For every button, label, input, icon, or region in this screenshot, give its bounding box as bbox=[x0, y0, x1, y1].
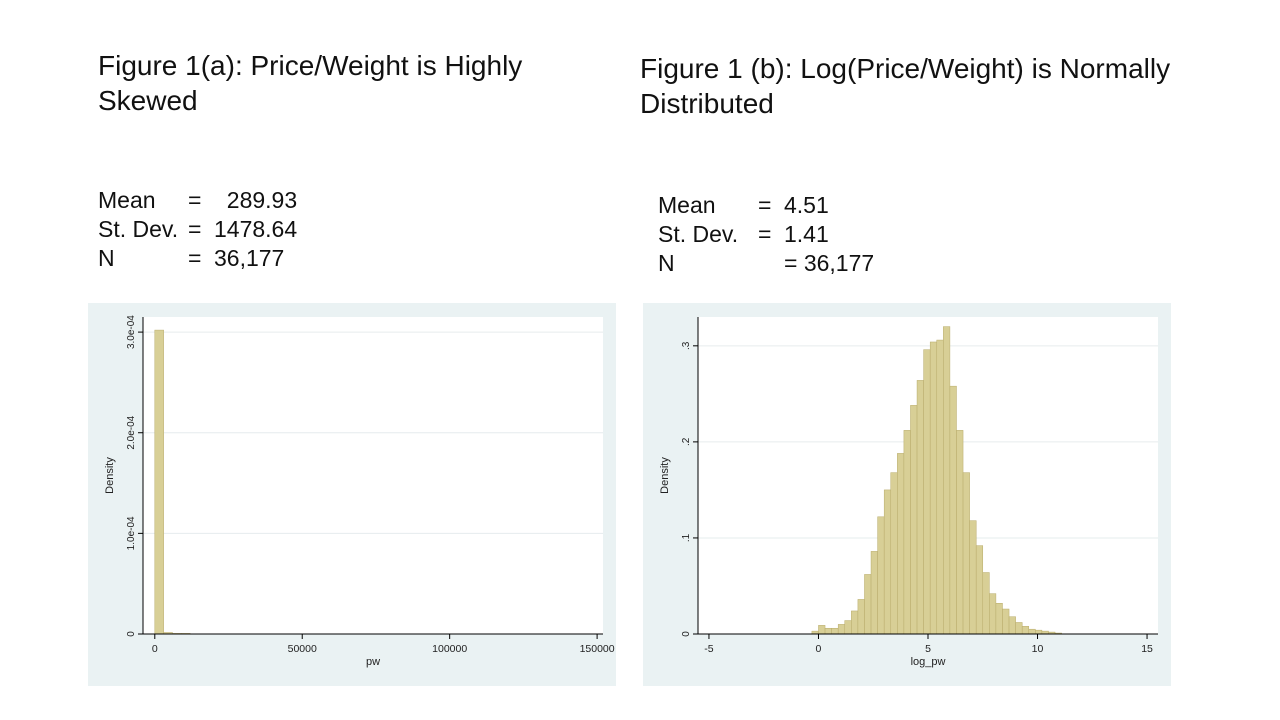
chart-b-bar bbox=[890, 472, 898, 635]
chart-b-bar bbox=[824, 627, 832, 635]
chart-b-bar bbox=[844, 620, 852, 635]
chart-b-bar bbox=[989, 593, 997, 635]
histogram-log-pw-panel: 0 .1 .2 .3 -5 0 5 10 15 log_pw Density bbox=[643, 303, 1171, 686]
stat-equals: = bbox=[188, 216, 202, 242]
chart-b-bar bbox=[883, 489, 892, 635]
stat-equals: = bbox=[188, 187, 202, 213]
stat-equals: = bbox=[188, 245, 202, 271]
chart-b-bar bbox=[936, 339, 944, 635]
figure-a-title: Figure 1(a): Price/Weight is Highly Skew… bbox=[98, 48, 568, 118]
histogram-pw-svg: 0 1.0e-04 2.0e-04 3.0e-04 0 50000 100000 150000… bbox=[104, 315, 615, 668]
stats-a-sd-row: St. Dev. = 1478.64 bbox=[98, 215, 297, 244]
chart-b-bar bbox=[929, 341, 938, 635]
stat-value: = 36,177 bbox=[784, 250, 875, 276]
stats-a: Mean = 289.93 St. Dev. = 1478.64 N = 36,177 bbox=[98, 186, 297, 273]
chart-b-bar bbox=[1008, 616, 1016, 635]
stats-b-sd-row: St. Dev. = 1.41 bbox=[658, 220, 874, 249]
chart-b-bar bbox=[851, 610, 859, 635]
chart-b-x-tick-label: -5 bbox=[704, 643, 713, 655]
chart-b-bar bbox=[956, 430, 964, 635]
chart-a-plot-area bbox=[143, 317, 603, 634]
chart-b-bar bbox=[969, 520, 977, 635]
stat-label: St. Dev. bbox=[658, 221, 739, 247]
chart-b-bar bbox=[831, 627, 839, 635]
chart-a-bar bbox=[154, 329, 164, 635]
stat-value: 289.93 bbox=[214, 187, 298, 213]
stats-b-n-row: N = 36,177 bbox=[658, 249, 874, 278]
stat-label: N bbox=[98, 245, 115, 271]
chart-a-x-tick-label: 100000 bbox=[432, 643, 467, 655]
histogram-log-pw-svg: 0 .1 .2 .3 -5 0 5 10 15 log_pw Density bbox=[659, 317, 1158, 668]
chart-b-bar bbox=[949, 385, 957, 635]
stats-a-n-row: N = 36,177 bbox=[98, 244, 297, 273]
figure-b-title-label: Figure 1 (b): bbox=[640, 53, 793, 84]
chart-a-y-tick-label: 3.0e-04 bbox=[126, 315, 137, 349]
figure-b-title-text: Log(Price/Weight) is Normally Distribute… bbox=[640, 53, 1171, 119]
chart-b-y-tick-label: 0 bbox=[681, 631, 692, 637]
chart-b-bar bbox=[857, 599, 865, 635]
chart-b-bar bbox=[1028, 628, 1036, 635]
figure-a-title-label: Figure 1(a): bbox=[98, 50, 243, 81]
chart-b-bar bbox=[1021, 626, 1030, 635]
stat-value: 4.51 bbox=[784, 192, 829, 218]
chart-b-bar bbox=[995, 603, 1003, 635]
chart-a-x-tick-label: 50000 bbox=[288, 643, 317, 655]
chart-a-y-tick-label: 0 bbox=[126, 631, 137, 637]
chart-b-y-tick-label: .1 bbox=[681, 533, 692, 542]
chart-b-y-tick-label: .2 bbox=[681, 437, 692, 446]
stat-label: Mean bbox=[98, 187, 156, 213]
chart-a-x-tick-label: 0 bbox=[152, 643, 158, 655]
chart-a-y-axis-label: Density bbox=[104, 457, 116, 494]
stats-a-mean-row: Mean = 289.93 bbox=[98, 186, 297, 215]
chart-b-bar bbox=[1015, 622, 1023, 635]
chart-a-y-tick-label: 2.0e-04 bbox=[126, 415, 137, 449]
chart-b-bar bbox=[897, 453, 905, 635]
chart-b-bar bbox=[962, 472, 970, 635]
stat-equals bbox=[758, 249, 776, 278]
figure-a-title-text: Price/Weight is Highly Skewed bbox=[98, 50, 523, 116]
chart-b-bar bbox=[1035, 629, 1043, 635]
chart-b-bar bbox=[864, 574, 872, 635]
chart-b-bar bbox=[870, 551, 878, 635]
chart-b-bar bbox=[943, 326, 951, 635]
stats-b-mean-row: Mean = 4.51 bbox=[658, 191, 874, 220]
chart-a-x-axis-label: pw bbox=[366, 656, 380, 668]
chart-b-bar bbox=[910, 405, 918, 635]
stat-value: 36,177 bbox=[214, 245, 285, 271]
chart-b-bar bbox=[818, 625, 826, 635]
figure-b-title: Figure 1 (b): Log(Price/Weight) is Norma… bbox=[640, 51, 1240, 121]
stats-b: Mean = 4.51 St. Dev. = 1.41 N = 36,177 bbox=[658, 191, 874, 278]
chart-b-x-axis-label: log_pw bbox=[911, 656, 946, 668]
stat-value: 1.41 bbox=[784, 221, 829, 247]
histogram-pw-panel: 0 1.0e-04 2.0e-04 3.0e-04 0 50000 100000 150000… bbox=[88, 303, 616, 686]
chart-b-y-axis-label: Density bbox=[659, 457, 671, 494]
chart-b-bar bbox=[837, 624, 846, 635]
stat-label: Mean bbox=[658, 192, 716, 218]
chart-a-y-tick-label: 1.0e-04 bbox=[126, 516, 137, 550]
chart-b-x-tick-label: 5 bbox=[925, 643, 931, 655]
chart-b-bar bbox=[1002, 608, 1010, 635]
chart-b-y-tick-label: .3 bbox=[681, 341, 692, 350]
stat-label: N bbox=[658, 250, 675, 276]
chart-b-x-tick-label: 10 bbox=[1032, 643, 1044, 655]
chart-b-bar bbox=[975, 545, 984, 635]
chart-a-x-tick-label: 150000 bbox=[580, 643, 615, 655]
chart-b-bar bbox=[877, 516, 885, 635]
stat-value: 1478.64 bbox=[214, 216, 298, 242]
stat-equals: = bbox=[758, 192, 772, 218]
chart-b-x-tick-label: 0 bbox=[816, 643, 822, 655]
chart-b-bar bbox=[982, 572, 990, 635]
chart-b-x-tick-label: 15 bbox=[1141, 643, 1153, 655]
chart-b-bar bbox=[903, 430, 911, 635]
stat-equals: = bbox=[758, 221, 772, 247]
chart-b-bar bbox=[916, 380, 924, 635]
stat-label: St. Dev. bbox=[98, 216, 179, 242]
chart-b-bar bbox=[923, 349, 931, 635]
